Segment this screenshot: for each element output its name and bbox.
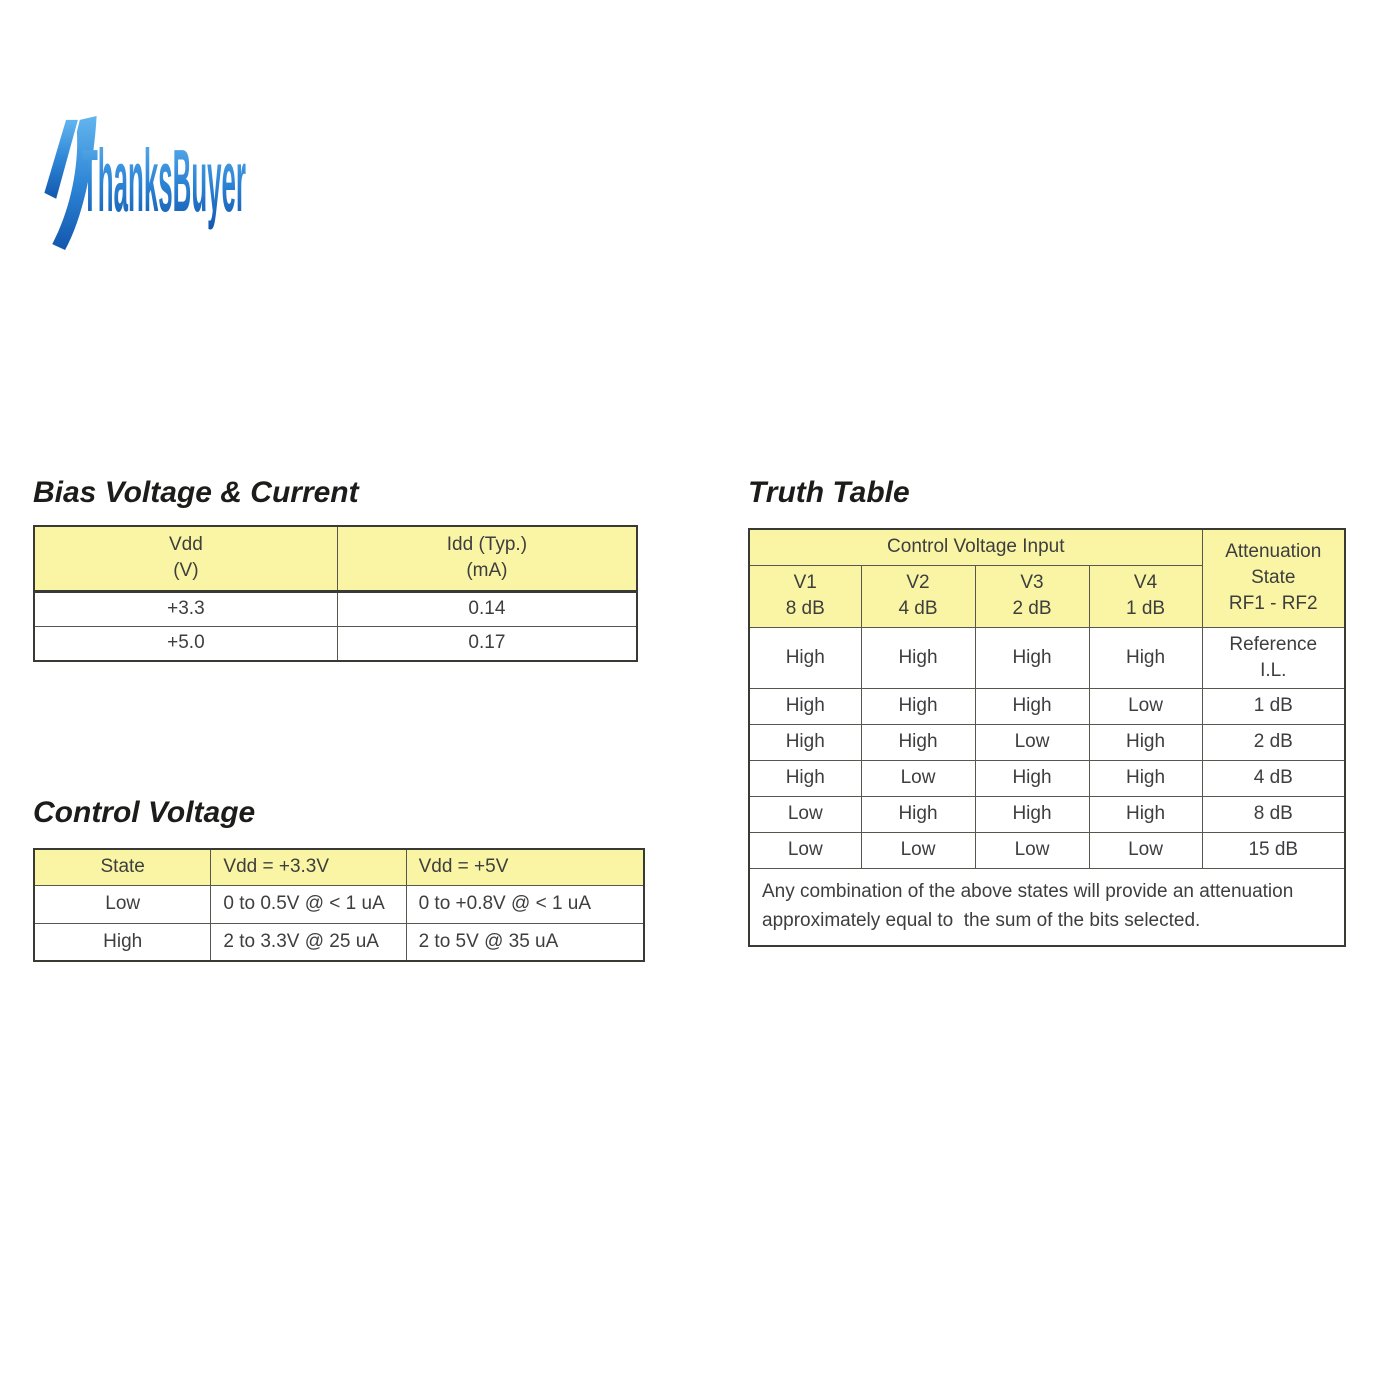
table-cell: High [748, 626, 862, 689]
table-cell: 2 to 3.3V @ 25 uA [210, 922, 407, 962]
thanksbuyer-logo-icon [44, 115, 97, 251]
table-row: High 2 to 3.3V @ 25 uA 2 to 5V @ 35 uA [33, 922, 645, 962]
bias-section-title: Bias Voltage & Current [33, 476, 359, 509]
table-cell: High [974, 626, 1090, 689]
table-cell: 4 dB [1201, 759, 1346, 797]
table-row: Low High High High 8 dB [748, 795, 1346, 833]
table-cell: High [1088, 759, 1203, 797]
table-cell: High [860, 795, 976, 833]
column-header-v1: V1 8 dB [748, 564, 862, 628]
table-row: High Low High High 4 dB [748, 759, 1346, 797]
bias-header-row: Vdd (V) Idd (Typ.) (mA) [33, 525, 638, 593]
truth-group-header-row: Control Voltage Input Attenuation State … [748, 528, 1346, 628]
column-header-vdd-3v3: Vdd = +3.3V [210, 848, 407, 886]
table-row: Low 0 to 0.5V @ < 1 uA 0 to +0.8V @ < 1 … [33, 884, 645, 924]
control-voltage-section-title: Control Voltage [33, 796, 256, 829]
table-cell: High [974, 687, 1090, 725]
table-row: +3.3 0.14 [33, 590, 638, 627]
table-cell: Reference I.L. [1201, 626, 1346, 689]
table-cell: 8 dB [1201, 795, 1346, 833]
control-header-row: State Vdd = +3.3V Vdd = +5V [33, 848, 645, 886]
table-row: High High Low High 2 dB [748, 723, 1346, 761]
table-cell: +3.3 [33, 590, 338, 627]
table-cell: 2 dB [1201, 723, 1346, 761]
table-cell: 0.17 [336, 625, 638, 662]
table-cell: Low [1088, 687, 1203, 725]
truth-table-note: Any combination of the above states will… [748, 867, 1346, 946]
column-header-v3: V3 2 dB [974, 564, 1090, 628]
table-cell: High [974, 795, 1090, 833]
table-cell: 15 dB [1201, 831, 1346, 869]
column-header-idd: Idd (Typ.) (mA) [336, 525, 638, 593]
table-cell: High [1088, 795, 1203, 833]
table-cell: High [860, 687, 976, 725]
table-row: High High High Low 1 dB [748, 687, 1346, 725]
bias-voltage-current-table: Vdd (V) Idd (Typ.) (mA) +3.3 0.14 +5.0 0… [33, 525, 638, 662]
column-header-vdd: Vdd (V) [33, 525, 338, 593]
table-cell: High [748, 759, 862, 797]
table-cell: Low [860, 759, 976, 797]
table-cell: Low [748, 795, 862, 833]
table-cell: Low [974, 831, 1090, 869]
column-header-attenuation-state: Attenuation State RF1 - RF2 [1201, 528, 1346, 628]
truth-table-section-title: Truth Table [748, 476, 910, 509]
thanksbuyer-logo: ThanksBuyer [40, 112, 270, 262]
table-cell: Low [974, 723, 1090, 761]
table-row: +5.0 0.17 [33, 625, 638, 662]
table-cell: Low [1088, 831, 1203, 869]
table-cell: 0.14 [336, 590, 638, 627]
table-cell: High [1088, 626, 1203, 689]
table-cell: 0 to 0.5V @ < 1 uA [210, 884, 407, 924]
table-row: High High High High Reference I.L. [748, 626, 1346, 689]
column-header-state: State [33, 848, 212, 886]
table-cell: High [748, 723, 862, 761]
table-cell: +5.0 [33, 625, 338, 662]
truth-table: Control Voltage Input Attenuation State … [748, 528, 1346, 947]
table-cell: High [748, 687, 862, 725]
column-header-v4: V4 1 dB [1088, 564, 1203, 628]
table-cell: Low [748, 831, 862, 869]
truth-subheader-row: V1 8 dB V2 4 dB V3 2 dB V4 1 dB [748, 564, 1345, 628]
table-cell: 1 dB [1201, 687, 1346, 725]
truth-note-row: Any combination of the above states will… [748, 867, 1346, 946]
table-cell: High [860, 626, 976, 689]
column-group-header: Control Voltage Input [748, 528, 1203, 566]
table-cell: High [1088, 723, 1203, 761]
svg-text:ThanksBuyer: ThanksBuyer [82, 131, 246, 230]
thanksbuyer-logo-text: ThanksBuyer [82, 131, 246, 230]
column-header-v2: V2 4 dB [860, 564, 976, 628]
table-cell: Low [33, 884, 212, 924]
column-header-vdd-5v: Vdd = +5V [405, 848, 645, 886]
table-cell: High [33, 922, 212, 962]
table-cell: High [974, 759, 1090, 797]
table-row: Low Low Low Low 15 dB [748, 831, 1346, 869]
table-cell: Low [860, 831, 976, 869]
control-voltage-table: State Vdd = +3.3V Vdd = +5V Low 0 to 0.5… [33, 848, 645, 962]
table-cell: High [860, 723, 976, 761]
table-cell: 2 to 5V @ 35 uA [405, 922, 645, 962]
table-cell: 0 to +0.8V @ < 1 uA [405, 884, 645, 924]
